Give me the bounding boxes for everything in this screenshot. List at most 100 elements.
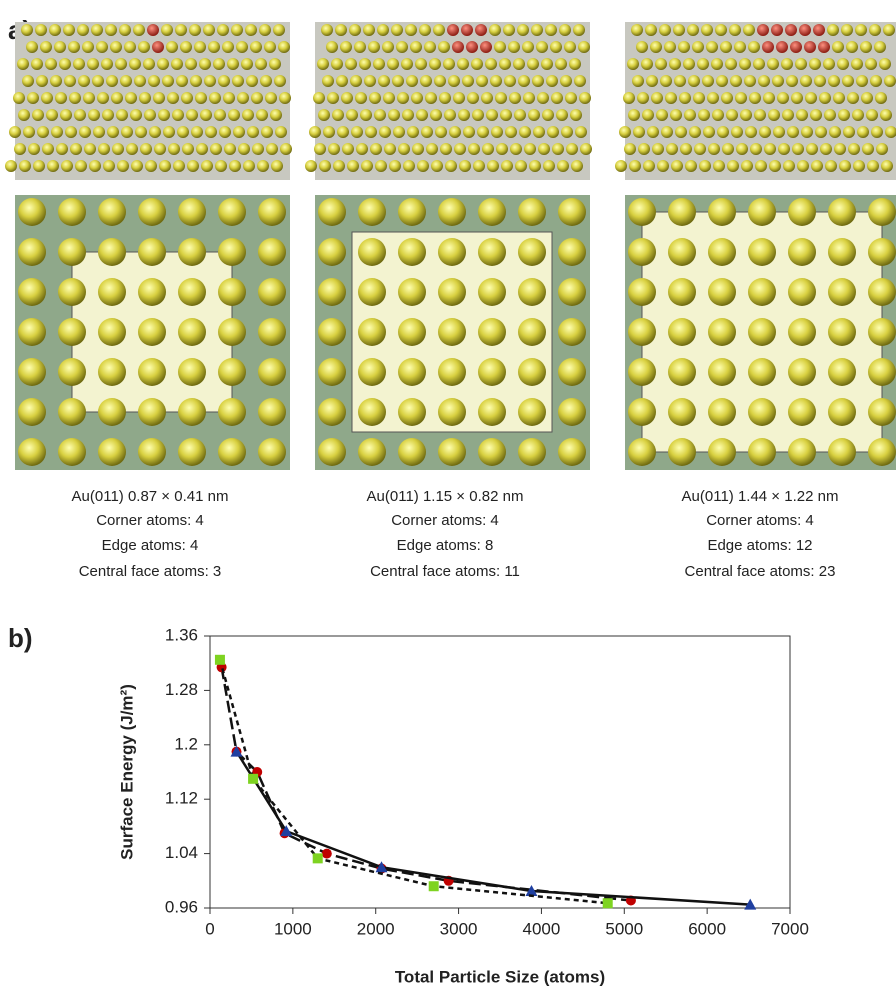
atom [668,198,696,226]
atom [178,198,206,226]
atom [157,58,169,70]
atom [748,318,776,346]
atom [258,278,286,306]
atom [177,126,189,138]
atom [331,58,343,70]
atom [457,58,469,70]
atom [318,198,346,226]
atom [713,160,725,172]
atom [545,24,557,36]
atom [195,92,207,104]
atom [255,58,267,70]
atom [178,438,206,466]
atom [788,398,816,426]
atom [628,109,640,121]
atom [884,75,896,87]
atom [246,75,258,87]
particle-image [305,22,592,470]
atom [147,24,159,36]
atom [370,143,382,155]
atom [509,92,521,104]
atom [536,41,548,53]
atom [579,92,591,104]
atom [125,92,137,104]
atom [176,75,188,87]
atom [73,58,85,70]
atom [318,318,346,346]
atom [358,238,386,266]
atom [115,58,127,70]
atom [790,41,802,53]
y-tick-label: 1.36 [165,625,198,644]
atom [237,92,249,104]
atom [18,198,46,226]
atom [13,92,25,104]
atom [478,438,506,466]
atom [229,160,241,172]
atom [638,143,650,155]
atom [647,126,659,138]
atom [98,143,110,155]
atom [383,92,395,104]
atom [868,238,896,266]
atom [232,75,244,87]
atom [259,24,271,36]
atom [264,41,276,53]
atom [168,143,180,155]
atom [829,126,841,138]
atom [396,41,408,53]
atom [504,75,516,87]
atom [406,75,418,87]
atom [35,24,47,36]
atom [82,41,94,53]
atom [27,92,39,104]
atom [800,75,812,87]
atom [471,58,483,70]
atom [411,92,423,104]
atom [500,109,512,121]
atom [857,126,869,138]
atom [503,24,515,36]
atom [645,24,657,36]
atom [438,318,466,346]
plot-frame [210,636,790,908]
atom [398,238,426,266]
atom [843,126,855,138]
atom [83,92,95,104]
y-axis-title: Surface Energy (J/m²) [117,684,136,860]
atom [218,318,246,346]
atom [18,278,46,306]
atom [615,160,627,172]
atom [703,126,715,138]
atom [242,109,254,121]
atom [668,358,696,386]
atom [318,278,346,306]
atom [74,109,86,121]
atom [853,160,865,172]
atom [75,160,87,172]
atom [130,109,142,121]
atom [138,238,166,266]
atom [410,41,422,53]
atom [560,75,572,87]
atom [363,24,375,36]
atom [18,398,46,426]
atom [461,24,473,36]
atom [70,143,82,155]
atom [489,24,501,36]
atom [223,92,235,104]
atom [788,438,816,466]
atom [558,438,586,466]
atom [222,41,234,53]
atom [721,92,733,104]
atom [439,92,451,104]
atom [190,75,202,87]
atom [837,58,849,70]
atom [669,58,681,70]
atom [881,160,893,172]
caption: Edge atoms: 12 [707,537,812,554]
atom [454,143,466,155]
atom [98,198,126,226]
atom [811,160,823,172]
atom [402,109,414,121]
